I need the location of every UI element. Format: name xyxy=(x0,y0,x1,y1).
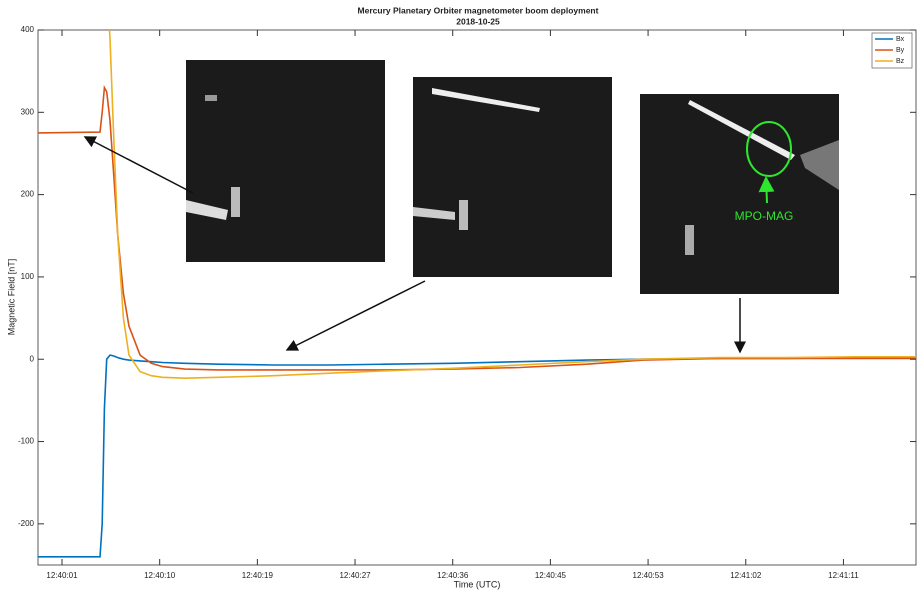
data-line xyxy=(108,30,916,380)
annotation: MPO-MAG xyxy=(735,209,794,223)
photo xyxy=(186,60,385,262)
arrow xyxy=(758,176,775,204)
y-tick-label: 200 xyxy=(21,190,35,199)
x-tick-label: 12:40:01 xyxy=(46,571,78,580)
boom xyxy=(459,200,468,230)
y-tick-label: 100 xyxy=(21,272,35,281)
x-tick-label: 12:41:02 xyxy=(730,571,762,580)
legend-label: By xyxy=(896,47,905,54)
boom xyxy=(685,225,694,255)
legend-label: Bz xyxy=(896,58,905,65)
boom xyxy=(688,100,795,160)
data-line xyxy=(38,84,916,371)
plot-area xyxy=(38,30,916,558)
x-tick-label: 12:40:19 xyxy=(242,571,274,580)
x-tick-label: 12:40:45 xyxy=(535,571,567,580)
y-tick-label: -100 xyxy=(18,437,35,446)
boom xyxy=(186,200,228,220)
x-tick-label: 12:40:36 xyxy=(437,571,469,580)
chart-title: Mercury Planetary Orbiter magnetometer b… xyxy=(358,5,599,15)
y-tick-label: 0 xyxy=(30,354,35,363)
boom xyxy=(432,88,540,112)
x-tick-label: 12:41:11 xyxy=(828,571,859,580)
photo xyxy=(640,94,839,294)
y-tick-label: 300 xyxy=(21,107,35,116)
arrow xyxy=(285,280,426,351)
boom xyxy=(413,207,455,220)
arrow xyxy=(83,136,194,194)
photo xyxy=(413,77,612,277)
boom xyxy=(205,95,217,101)
highlight xyxy=(746,121,792,177)
legend-label: Bx xyxy=(896,36,905,43)
spacecraft xyxy=(800,140,839,190)
photo-insets xyxy=(186,60,839,294)
boom xyxy=(231,187,240,217)
axes-box xyxy=(37,29,917,566)
chart-subtitle: 2018-10-25 xyxy=(456,16,500,26)
y-tick-label: 400 xyxy=(21,25,35,34)
x-tick-label: 12:40:10 xyxy=(144,571,176,580)
x-tick-label: 12:40:53 xyxy=(633,571,665,580)
y-tick-label: -200 xyxy=(18,519,35,528)
y-axis-label: Magnetic Field [nT] xyxy=(6,259,16,336)
x-tick-label: 12:40:27 xyxy=(339,571,371,580)
x-axis-label: Time (UTC) xyxy=(454,579,501,589)
